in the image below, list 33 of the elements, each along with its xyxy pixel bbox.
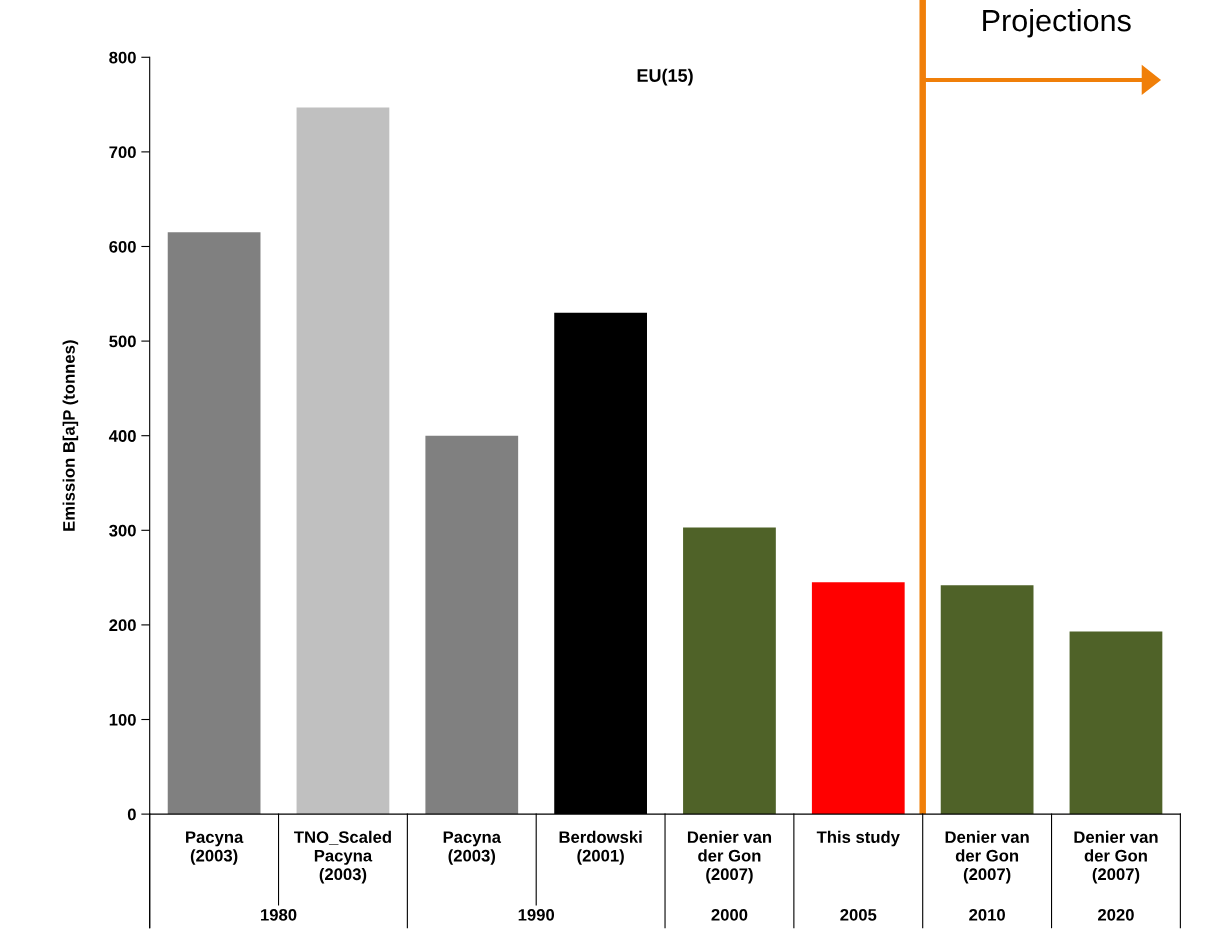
bar xyxy=(940,585,1034,815)
text: 2010 xyxy=(969,908,1005,921)
y-tick-label: 700 xyxy=(109,146,136,159)
y-tick-label: 400 xyxy=(108,430,136,442)
bar xyxy=(1069,631,1163,815)
y-tick-label: 300 xyxy=(109,524,136,537)
x-tick-label: Pacyna (2003) xyxy=(186,831,244,865)
x-tick-label: This study xyxy=(816,830,900,847)
y-tick-label: 100 xyxy=(109,713,136,726)
text: 2000 xyxy=(711,908,748,921)
y-tick-label: 500 xyxy=(109,335,136,348)
x-tick-label: TNO_Scaled Pacyna (2003) xyxy=(294,830,391,884)
text: 2005 xyxy=(840,908,877,921)
x-tick-label: Denier van der Gon (2007) xyxy=(687,830,772,884)
x-tick-label: Denier van der Gon (2007) xyxy=(1074,830,1158,884)
y-tick-label: 200 xyxy=(109,619,136,632)
bar xyxy=(296,107,390,815)
y-tick-label: 0 xyxy=(127,808,136,821)
text: 1980 xyxy=(261,908,297,921)
y-tick-label: 600 xyxy=(109,240,136,253)
bar xyxy=(167,232,261,815)
x-tick-label: Berdowski (2001) xyxy=(559,830,642,865)
text: 1990 xyxy=(518,908,555,921)
bar xyxy=(683,527,776,815)
y-tick-label: 800 xyxy=(109,51,136,64)
text: Projections xyxy=(983,8,1131,38)
x-tick-label: Denier van der Gon (2007) xyxy=(945,830,1029,884)
y-axis-title: Emission B[a]P (tonnes) xyxy=(62,340,79,531)
text: EU(15) xyxy=(637,68,693,86)
bar xyxy=(425,435,519,815)
x-tick-label: Pacyna (2003) xyxy=(443,831,502,865)
bar xyxy=(811,582,905,815)
text: 2020 xyxy=(1098,908,1134,921)
